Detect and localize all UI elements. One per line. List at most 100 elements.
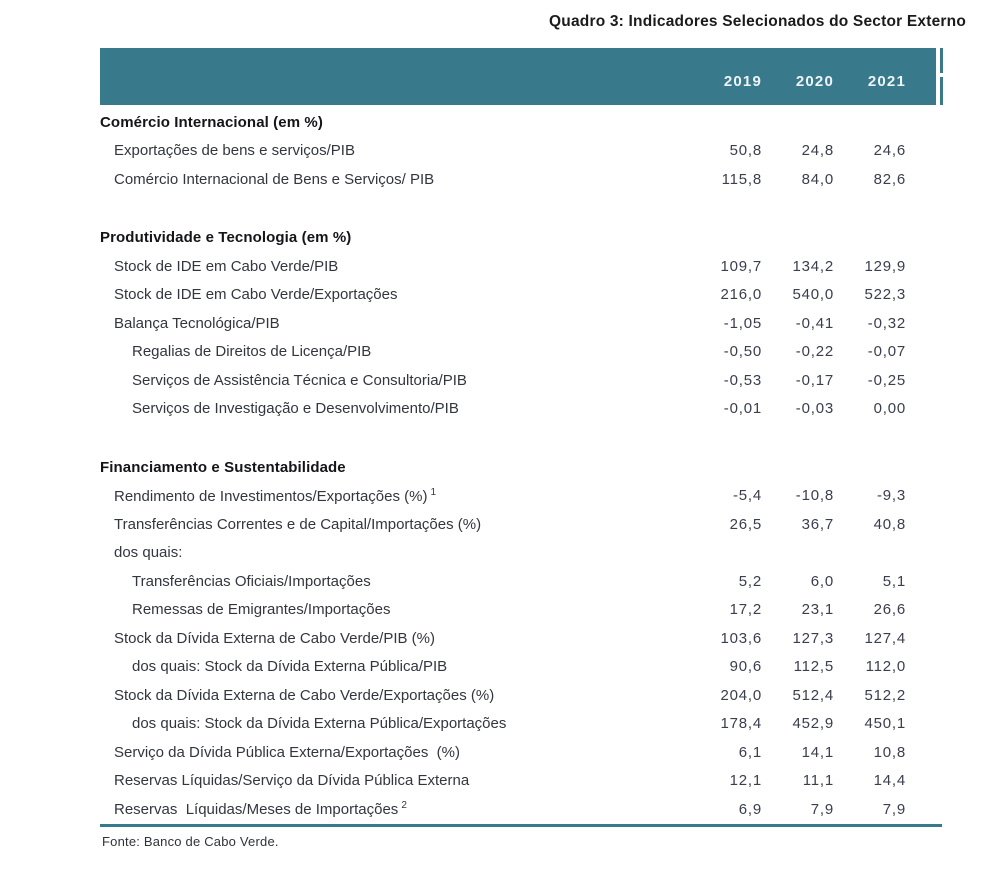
value-cell-2019: -1,05 <box>723 314 762 332</box>
value-cell-2020: 36,7 <box>801 515 834 533</box>
value-cell-2019: -5,4 <box>732 487 762 505</box>
value-cell-2019: 26,5 <box>729 515 762 533</box>
table-row: Exportações de bens e serviços/PIB 50,8 24… <box>100 137 936 166</box>
value-cell-2020: 84,0 <box>801 170 834 188</box>
row-label: dos quais: <box>114 544 183 562</box>
table-row: Comércio Internacional de Bens e Serviço… <box>100 165 936 194</box>
row-label: Reservas Líquidas/Serviço da Dívida Públ… <box>114 772 470 790</box>
column-header-2021: 2021 <box>867 72 906 90</box>
row-values: 178,4 452,9 450,1 <box>690 715 936 732</box>
value-cell-2021: -0,32 <box>867 314 906 332</box>
row-values: -5,4 -10,8 -9,3 <box>690 487 936 504</box>
table-row: Reservas Líquidas/Meses de Importações 2 6… <box>100 795 936 824</box>
value-cell-2019: 103,6 <box>720 629 762 647</box>
value-cell-2020: 11,1 <box>802 772 834 790</box>
value-cell-2021: 512,2 <box>864 686 906 704</box>
row-values: 216,0 540,0 522,3 <box>690 286 936 303</box>
row-label: Transferências Correntes e de Capital/Im… <box>114 515 482 533</box>
row-values: -0,50 -0,22 -0,07 <box>690 343 936 360</box>
table-section: Produtividade e Tecnologia (em %) Stock d… <box>100 224 936 424</box>
row-label: Stock da Dívida Externa de Cabo Verde/Ex… <box>114 686 495 704</box>
row-label: Stock da Dívida Externa de Cabo Verde/PI… <box>114 629 435 647</box>
section-header: Produtividade e Tecnologia (em %) <box>100 229 352 247</box>
footnote-marker: 1 <box>430 486 437 498</box>
row-label: Remessas de Emigrantes/Importações <box>132 601 391 619</box>
section-header-row: Produtividade e Tecnologia (em %) <box>100 224 936 253</box>
value-cell-2021: 112,0 <box>865 658 906 676</box>
section-header-row: Financiamento e Sustentabilidade <box>100 453 936 482</box>
value-cell-2021: 7,9 <box>882 800 906 818</box>
year-columns: 2019 2020 2021 <box>690 64 936 90</box>
value-cell-2019: -0,50 <box>723 343 762 361</box>
value-cell-2019: 6,9 <box>738 800 762 818</box>
row-label: dos quais: Stock da Dívida Externa Públi… <box>132 658 448 676</box>
table-row: Serviços de Investigação e Desenvolvimen… <box>100 395 936 424</box>
row-label: Exportações de bens e serviços/PIB <box>114 142 355 160</box>
row-values: 115,8 84,0 82,6 <box>690 171 936 188</box>
value-cell-2020: -10,8 <box>795 487 834 505</box>
table-row: Regalias de Direitos de Licença/PIB -0,50… <box>100 338 936 367</box>
table-row: Remessas de Emigrantes/Importações 17,2 23… <box>100 596 936 625</box>
row-values: 109,7 134,2 129,9 <box>690 258 936 275</box>
table-bottom-rule <box>100 824 942 827</box>
footnote-marker: 2 <box>401 800 407 812</box>
value-cell-2021: 0,00 <box>873 400 906 418</box>
table-body: Comércio Internacional (em %) Exportações… <box>100 108 936 824</box>
value-cell-2021: 129,9 <box>864 257 906 275</box>
row-label: Rendimento de Investimentos/Exportações … <box>114 486 437 505</box>
table-row: Serviços de Assistência Técnica e Consul… <box>100 366 936 395</box>
value-cell-2019: 90,6 <box>729 658 762 676</box>
value-cell-2020: 540,0 <box>792 286 834 304</box>
row-label: Serviços de Assistência Técnica e Consul… <box>132 371 467 389</box>
table-row: Stock de IDE em Cabo Verde/PIB 109,7 134,2… <box>100 252 936 281</box>
row-label: Comércio Internacional de Bens e Serviço… <box>114 170 435 188</box>
value-cell-2019: 109,7 <box>720 257 762 275</box>
value-cell-2019: 115,8 <box>721 170 762 188</box>
value-cell-2021: 450,1 <box>864 715 906 733</box>
row-values: -0,53 -0,17 -0,25 <box>690 372 936 389</box>
value-cell-2020: -0,41 <box>795 314 834 332</box>
value-cell-2020: 112,5 <box>793 658 834 676</box>
value-cell-2020: 134,2 <box>792 257 834 275</box>
value-cell-2021: 82,6 <box>873 170 906 188</box>
row-values: 50,8 24,8 24,6 <box>690 142 936 159</box>
value-cell-2019: 6,1 <box>738 743 762 761</box>
table-title: Quadro 3: Indicadores Selecionados do Se… <box>549 13 966 30</box>
row-label: dos quais: Stock da Dívida Externa Públi… <box>132 715 507 733</box>
row-label: Reservas Líquidas/Meses de Importações 2 <box>114 800 407 819</box>
table-header-band: 2019 2020 2021 <box>100 48 936 105</box>
table-row: Rendimento de Investimentos/Exportações … <box>100 482 936 511</box>
table-row: dos quais: Stock da Dívida Externa Públi… <box>100 710 936 739</box>
value-cell-2021: -9,3 <box>876 487 906 505</box>
value-cell-2021: 522,3 <box>864 286 906 304</box>
value-cell-2020: -0,03 <box>795 400 834 418</box>
row-label: Serviços de Investigação e Desenvolvimen… <box>132 400 459 418</box>
value-cell-2021: -0,25 <box>867 371 906 389</box>
table-row: Stock da Dívida Externa de Cabo Verde/PI… <box>100 624 936 653</box>
table-row: Stock de IDE em Cabo Verde/Exportações 21… <box>100 281 936 310</box>
value-cell-2020: 6,0 <box>810 572 834 590</box>
value-cell-2021: 24,6 <box>873 142 906 160</box>
value-cell-2019: 204,0 <box>720 686 762 704</box>
value-cell-2021: -0,07 <box>867 343 906 361</box>
column-header-2020: 2020 <box>795 72 834 90</box>
row-label: Stock de IDE em Cabo Verde/Exportações <box>114 286 398 304</box>
table-row: Transferências Oficiais/Importações 5,2 6,… <box>100 567 936 596</box>
value-cell-2020: -0,17 <box>795 371 834 389</box>
value-cell-2021: 40,8 <box>873 515 906 533</box>
value-cell-2020: 512,4 <box>792 686 834 704</box>
row-label: Regalias de Direitos de Licença/PIB <box>132 343 372 361</box>
value-cell-2020: 7,9 <box>810 800 834 818</box>
table-row: dos quais: Stock da Dívida Externa Públi… <box>100 653 936 682</box>
value-cell-2021: 5,1 <box>882 572 906 590</box>
row-label: Serviço da Dívida Pública Externa/Export… <box>114 743 460 761</box>
row-values: 90,6 112,5 112,0 <box>690 658 936 675</box>
value-cell-2021: 14,4 <box>873 772 906 790</box>
value-cell-2019: -0,01 <box>723 400 762 418</box>
row-values: 103,6 127,3 127,4 <box>690 630 936 647</box>
row-label: Stock de IDE em Cabo Verde/PIB <box>114 257 339 275</box>
value-cell-2019: 216,0 <box>720 286 762 304</box>
row-label: Balança Tecnológica/PIB <box>114 314 280 332</box>
row-values: 6,9 7,9 7,9 <box>690 801 936 818</box>
